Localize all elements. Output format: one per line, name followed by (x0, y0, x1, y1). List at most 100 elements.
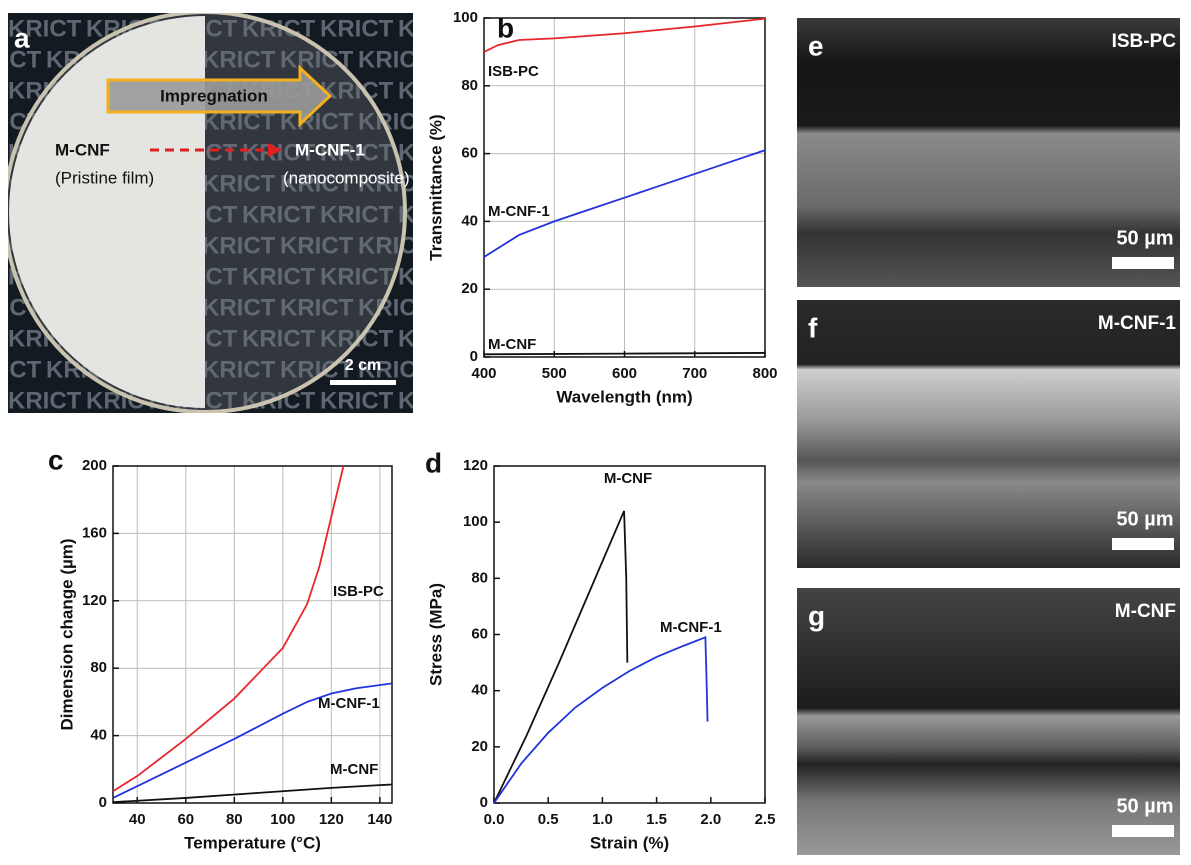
panel-label: c (48, 444, 64, 475)
y-tick-label: 120 (82, 592, 107, 609)
scale-bar (1112, 825, 1174, 837)
scale-label: 50 µm (1116, 508, 1173, 530)
watermark: KRICT (202, 356, 276, 383)
watermark: KRICT (280, 170, 354, 197)
panel-label: a (14, 22, 30, 53)
series-label: ISB-PC (488, 63, 539, 80)
watermark: KRICT (320, 201, 394, 228)
series-label: M-CNF (330, 761, 378, 778)
x-tick-label: 0.5 (538, 811, 559, 828)
watermark: KRICT (280, 294, 354, 321)
y-tick-label: 100 (463, 513, 488, 530)
series-label: M-CNF-1 (488, 203, 550, 220)
watermark: KRICT (358, 46, 432, 73)
x-tick-label: 500 (542, 365, 567, 382)
sem-panels: e ISB-PC 50 µm f M-CNF-1 50 µm g M-CNF 50 µm (797, 18, 1180, 855)
scale-bar (1112, 538, 1174, 550)
y-tick-label: 20 (471, 738, 488, 755)
watermark: KRICT (320, 15, 394, 42)
y-tick-label: 20 (461, 280, 478, 297)
y-tick-label: 40 (90, 727, 107, 744)
panel-label: g (808, 600, 825, 631)
x-tick-label: 600 (612, 365, 637, 382)
watermark: KRICT (8, 387, 82, 414)
watermark: KRICT (0, 356, 42, 383)
x-tick-label: 100 (270, 811, 295, 828)
watermark: KRICT (242, 387, 316, 414)
pristine-film (9, 16, 205, 408)
x-tick-label: 1.0 (592, 811, 613, 828)
y-tick-label: 0 (470, 348, 478, 365)
y-tick-label: 120 (463, 457, 488, 474)
impregnation-arrow (106, 64, 333, 128)
watermark: KRICT (280, 46, 354, 73)
data-line (112, 783, 393, 804)
watermark: KRICT (242, 139, 316, 166)
series-label: M-CNF (488, 336, 536, 353)
plot-frame (483, 17, 766, 358)
y-tick-label: 60 (461, 145, 478, 162)
y-tick-label: 80 (90, 659, 107, 676)
sample-label: ISB-PC (1112, 31, 1177, 52)
panel-label: e (808, 30, 824, 61)
sem-image (797, 588, 1180, 855)
watermark: KRICT (8, 15, 82, 42)
x-tick-label: 140 (367, 811, 392, 828)
watermark: KRICT (202, 294, 276, 321)
y-tick-label: 160 (82, 524, 107, 541)
sample-label: M-CNF-1 (1098, 313, 1177, 334)
watermark: KRICT (398, 263, 472, 290)
x-tick-label: 80 (226, 811, 243, 828)
plot-frame (493, 465, 766, 804)
plot-frame (112, 465, 393, 804)
scale-bar (1112, 257, 1174, 269)
scale-label: 2 cm (345, 357, 381, 374)
watermark: KRICT (320, 263, 394, 290)
watermark: KRICT (242, 201, 316, 228)
dashed-arrow-head (268, 143, 282, 157)
photo-panel: KRICTKRICTKRICTKRICTKRICTKRICTKRICTKRICT… (0, 13, 472, 414)
data-line (112, 465, 345, 792)
x-axis-title: Strain (%) (590, 833, 669, 852)
series-label: M-CNF (604, 470, 652, 487)
sem-image (797, 300, 1180, 568)
data-line (483, 17, 766, 53)
sample-name: M-CNF-1 (295, 140, 365, 159)
series-label: ISB-PC (333, 583, 384, 600)
y-tick-label: 0 (99, 794, 107, 811)
scale-label: 50 µm (1116, 795, 1173, 817)
series-label: M-CNF-1 (660, 619, 722, 636)
watermark: KRICT (242, 325, 316, 352)
x-tick-label: 800 (752, 365, 777, 382)
watermark: KRICT (398, 325, 472, 352)
watermark: KRICT (398, 139, 472, 166)
y-axis-title: Transmittance (%) (426, 114, 445, 260)
series-label: M-CNF-1 (318, 695, 380, 712)
panel-label: b (497, 12, 514, 43)
data-line (483, 352, 766, 356)
y-axis-title: Stress (MPa) (426, 583, 445, 686)
watermark: KRICT (202, 232, 276, 259)
watermark: KRICT (202, 170, 276, 197)
watermark: KRICT (398, 15, 472, 42)
x-tick-label: 700 (682, 365, 707, 382)
panel-label: f (808, 312, 818, 343)
scale-bar (330, 380, 396, 385)
y-tick-label: 200 (82, 457, 107, 474)
y-tick-label: 100 (453, 9, 478, 26)
sample-label: M-CNF (1115, 601, 1176, 622)
y-tick-label: 40 (471, 682, 488, 699)
y-tick-label: 40 (461, 212, 478, 229)
y-tick-label: 0 (480, 794, 488, 811)
y-tick-label: 80 (471, 569, 488, 586)
arrow-label: Impregnation (160, 86, 268, 105)
watermark: KRICT (320, 139, 394, 166)
watermark: KRICT (320, 325, 394, 352)
data-line (112, 682, 393, 799)
x-tick-label: 120 (319, 811, 344, 828)
x-tick-label: 40 (129, 811, 146, 828)
x-tick-label: 0.0 (484, 811, 505, 828)
watermark: KRICT (242, 263, 316, 290)
